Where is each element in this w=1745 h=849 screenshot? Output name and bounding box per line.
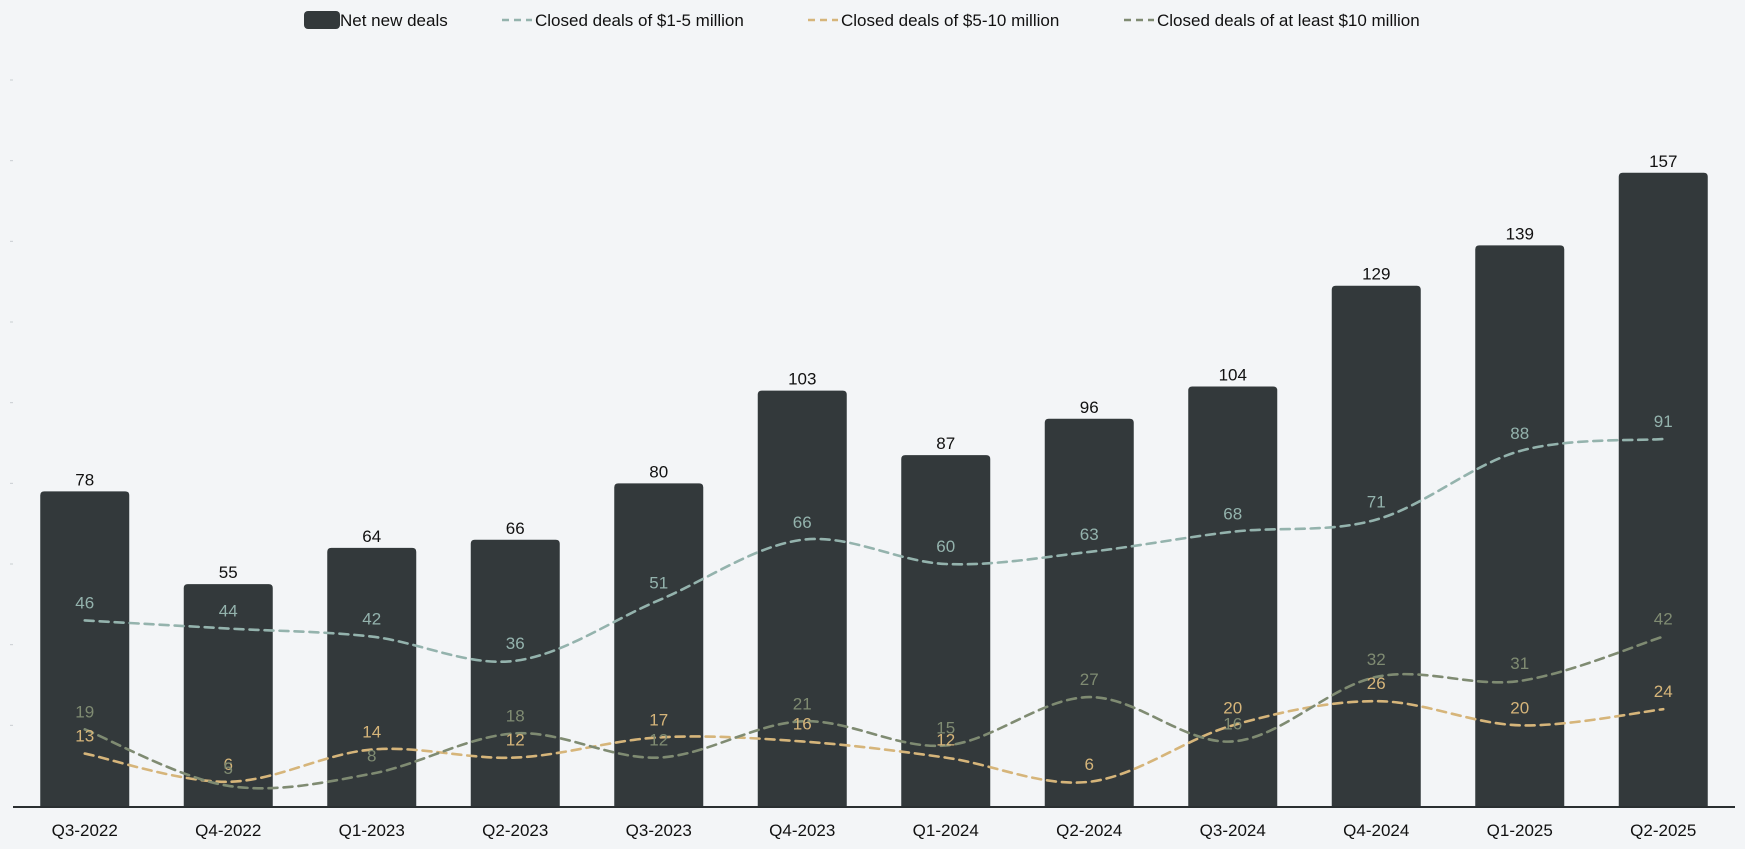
line-value-label: 60 (936, 537, 955, 556)
line-value-label: 6 (224, 755, 233, 774)
bar (1044, 418, 1134, 806)
line-value-labels: 46 44 42 36 51 66 60 63 68 71 88 91 13 6 14 12 17 16 12 6 20… (75, 412, 1672, 778)
line-value-label: 42 (362, 610, 381, 629)
x-tick-label: Q2-2024 (1056, 821, 1122, 840)
x-tick-label: Q2-2025 (1630, 821, 1696, 840)
bar-value-labels: 78 55 64 66 80 103 87 96 104 129 139 157 (75, 152, 1677, 582)
line-value-label: 26 (1367, 674, 1386, 693)
line-value-label: 71 (1367, 493, 1386, 512)
bar (1188, 386, 1278, 806)
bar (40, 491, 130, 806)
bar-value-label: 103 (788, 370, 816, 389)
bar (1331, 285, 1421, 806)
line-value-label: 31 (1510, 654, 1529, 673)
x-tick-label: Q3-2024 (1200, 821, 1266, 840)
legend-label: Closed deals of $1-5 million (535, 11, 744, 30)
legend-swatch (304, 11, 340, 29)
line-value-label: 16 (1223, 714, 1242, 733)
x-tick-label: Q1-2023 (339, 821, 405, 840)
bar-value-label: 78 (75, 470, 94, 489)
bar-value-label: 96 (1080, 398, 1099, 417)
bar-value-label: 129 (1362, 265, 1390, 284)
series-lines (83, 437, 1665, 790)
line-value-label: 17 (649, 710, 668, 729)
bar-value-label: 87 (936, 434, 955, 453)
series-line (83, 699, 1665, 784)
line-value-label: 5 (224, 759, 233, 778)
line-value-label: 66 (793, 513, 812, 532)
line-value-label: 68 (1223, 505, 1242, 524)
line-value-label: 16 (793, 714, 812, 733)
line-value-label: 20 (1223, 698, 1242, 717)
legend: Net new deals Closed deals of $1-5 millio… (304, 11, 1420, 30)
bar-value-label: 55 (219, 563, 238, 582)
line-value-label: 27 (1080, 670, 1099, 689)
line-value-label: 18 (506, 706, 525, 725)
line-value-label: 12 (649, 731, 668, 750)
legend-label: Closed deals of $5-10 million (841, 11, 1059, 30)
line-value-label: 24 (1654, 682, 1673, 701)
bar (327, 547, 417, 806)
line-value-label: 20 (1510, 698, 1529, 717)
x-tick-label: Q4-2022 (195, 821, 261, 840)
line-value-label: 46 (75, 593, 94, 612)
bar-value-label: 80 (649, 462, 668, 481)
bar-value-label: 157 (1649, 152, 1677, 171)
x-tick-label: Q4-2023 (769, 821, 835, 840)
line-value-label: 6 (1085, 755, 1094, 774)
y-axis-ticks (10, 79, 13, 726)
legend-label: Net new deals (340, 11, 448, 30)
x-tick-label: Q3-2023 (626, 821, 692, 840)
line-value-label: 44 (219, 602, 238, 621)
line-value-label: 8 (367, 747, 376, 766)
x-axis-tick-labels: Q3-2022 Q4-2022 Q1-2023 Q2-2023 Q3-2023 Q4-20… (52, 821, 1697, 840)
bar (614, 483, 704, 806)
series-line (83, 635, 1665, 790)
line-value-label: 12 (506, 731, 525, 750)
legend-label: Closed deals of at least $10 million (1157, 11, 1420, 30)
line-value-label: 63 (1080, 525, 1099, 544)
bar-value-label: 104 (1219, 366, 1247, 385)
line-value-label: 15 (936, 719, 955, 738)
x-tick-label: Q3-2022 (52, 821, 118, 840)
x-tick-label: Q2-2023 (482, 821, 548, 840)
bar-value-label: 139 (1506, 224, 1534, 243)
line-value-label: 42 (1654, 610, 1673, 629)
bar (901, 455, 991, 806)
bars (40, 172, 1708, 806)
bar (1618, 172, 1708, 806)
line-value-label: 88 (1510, 424, 1529, 443)
line-value-label: 12 (936, 731, 955, 750)
bar (1475, 245, 1565, 806)
bar-value-label: 64 (362, 527, 381, 546)
line-value-label: 36 (506, 634, 525, 653)
series-line (83, 437, 1665, 663)
line-value-label: 19 (75, 702, 94, 721)
line-value-label: 14 (362, 723, 381, 742)
bar (183, 584, 273, 806)
bar (470, 539, 560, 806)
bar-value-label: 66 (506, 519, 525, 538)
bar (757, 390, 847, 806)
x-tick-label: Q1-2024 (913, 821, 979, 840)
line-value-label: 13 (75, 727, 94, 746)
line-value-label: 51 (649, 573, 668, 592)
line-value-label: 32 (1367, 650, 1386, 669)
line-value-label: 91 (1654, 412, 1673, 431)
line-value-label: 21 (793, 694, 812, 713)
x-tick-label: Q1-2025 (1487, 821, 1553, 840)
x-tick-label: Q4-2024 (1343, 821, 1409, 840)
